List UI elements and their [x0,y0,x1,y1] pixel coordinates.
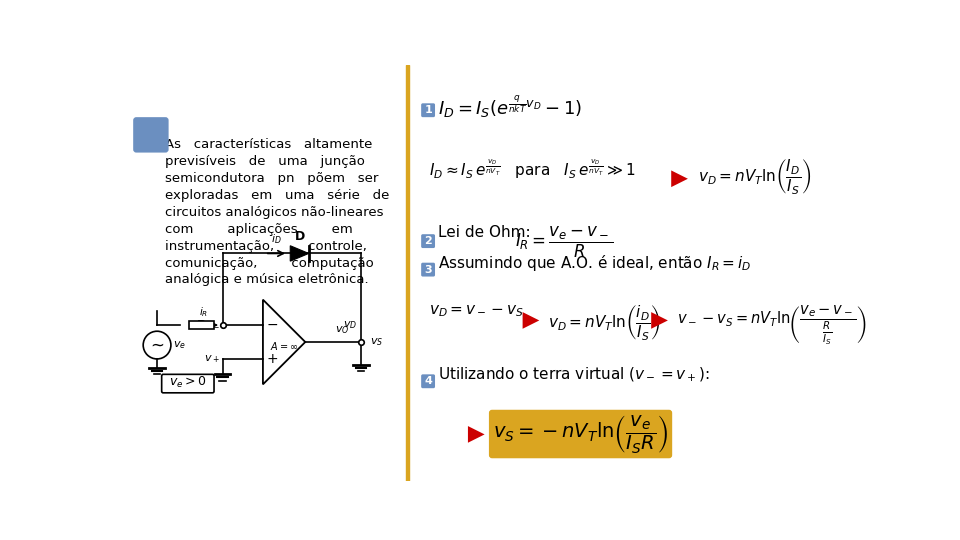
Text: $v_D = nV_T\ln\!\left(\dfrac{i_D}{I_S}\right)$: $v_D = nV_T\ln\!\left(\dfrac{i_D}{I_S}\r… [548,303,661,342]
FancyBboxPatch shape [489,410,672,458]
Text: previsíveis   de   uma   junção: previsíveis de uma junção [165,155,365,168]
Text: $I_D \approx I_S\, e^{\frac{v_D}{nV_T}}$   para   $I_S\, e^{\frac{v_D}{nV_T}} \g: $I_D \approx I_S\, e^{\frac{v_D}{nV_T}}$… [429,157,636,181]
Bar [406,65,409,481]
Text: $v_D$: $v_D$ [343,319,357,330]
Text: comunicação,        computação: comunicação, computação [165,256,373,269]
Text: 2: 2 [424,236,432,246]
Text: 1: 1 [424,105,432,115]
Text: R: R [197,319,206,332]
Text: analógica e música eletrônica.: analógica e música eletrônica. [165,273,369,286]
FancyBboxPatch shape [421,234,435,248]
Text: $v_S = -nV_T\ln\!\left(\dfrac{v_e}{I_S R}\right)$: $v_S = -nV_T\ln\!\left(\dfrac{v_e}{I_S R… [492,413,668,455]
Text: ~: ~ [150,336,164,354]
Text: $v_D = nV_T\ln\!\left(\dfrac{I_D}{I_S}\right)$: $v_D = nV_T\ln\!\left(\dfrac{I_D}{I_S}\r… [698,157,811,196]
Text: D: D [295,230,304,242]
Text: 3: 3 [424,265,432,275]
Polygon shape [290,246,309,261]
Text: $i_D$: $i_D$ [271,232,281,246]
Text: $v_+$: $v_+$ [204,353,220,365]
Text: −: − [267,318,278,332]
Text: $i_R$: $i_R$ [200,305,208,319]
Text: +: + [267,352,278,366]
Text: $v_O$: $v_O$ [335,324,349,336]
Text: $v_S$: $v_S$ [371,336,384,348]
Text: $v_e > 0$: $v_e > 0$ [169,375,206,389]
Text: $v_- - v_S = nV_T\ln\!\left(\dfrac{v_e - v_-}{\frac{R}{I_S}}\right)$: $v_- - v_S = nV_T\ln\!\left(\dfrac{v_e -… [677,303,866,347]
Text: $I_R = \dfrac{v_e - v_-}{R}$: $I_R = \dfrac{v_e - v_-}{R}$ [516,225,613,260]
Text: Utilizando o terra virtual ($v_- = v_+$):: Utilizando o terra virtual ($v_- = v_+$)… [438,365,709,383]
Text: $v_D = v_- - v_S$: $v_D = v_- - v_S$ [429,303,524,319]
Text: exploradas   em   uma   série   de: exploradas em uma série de [165,189,389,202]
Text: As   características   altamente: As características altamente [165,138,372,151]
Text: Assumindo que A.O. é ideal, então $I_R = i_D$: Assumindo que A.O. é ideal, então $I_R =… [438,253,752,273]
Text: $A{=}\infty$: $A{=}\infty$ [270,340,299,352]
FancyBboxPatch shape [421,103,435,117]
FancyBboxPatch shape [189,321,214,329]
Text: $I_D = I_S(e^{\frac{q}{nkT}v_D} - 1)$: $I_D = I_S(e^{\frac{q}{nkT}v_D} - 1)$ [438,94,582,120]
Text: instrumentação,        controle,: instrumentação, controle, [165,240,367,253]
Text: circuitos analógicos não-lineares: circuitos analógicos não-lineares [165,206,383,219]
Text: com        aplicações        em: com aplicações em [165,222,352,235]
Text: semicondutora   pn   põem   ser: semicondutora pn põem ser [165,172,378,185]
Text: $v_e$: $v_e$ [173,339,186,351]
Text: Lei de Ohm:: Lei de Ohm: [438,225,531,240]
FancyBboxPatch shape [161,374,214,393]
FancyBboxPatch shape [133,117,169,153]
Text: $v_-$: $v_-$ [204,320,220,330]
FancyBboxPatch shape [421,262,435,276]
Text: 4: 4 [424,376,432,386]
FancyBboxPatch shape [421,374,435,388]
